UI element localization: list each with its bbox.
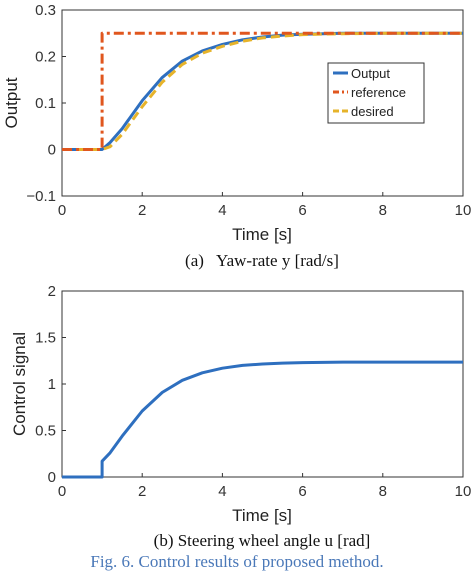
y-tick-label: 2 bbox=[48, 283, 56, 300]
y-axis-label-a: Output bbox=[2, 77, 21, 128]
series-line-desired bbox=[62, 31, 463, 151]
y-tick-label: 0 bbox=[48, 469, 56, 486]
x-tick-label: 4 bbox=[218, 483, 226, 500]
y-tick-label: 0.3 bbox=[35, 2, 56, 19]
plot-area-b bbox=[61, 290, 464, 478]
x-tick-label: 10 bbox=[455, 483, 472, 500]
y-tick-label: 0.2 bbox=[35, 49, 56, 66]
legend-label-output: Output bbox=[351, 66, 390, 81]
y-tick-label: −0.1 bbox=[26, 188, 56, 205]
x-tick-label: 0 bbox=[58, 483, 66, 500]
legend-label-reference: reference bbox=[351, 85, 406, 100]
y-tick-label: 0.5 bbox=[35, 423, 56, 440]
caption-a: (a) Yaw-rate y [rad/s] bbox=[185, 251, 339, 270]
x-tick-label: 8 bbox=[379, 483, 387, 500]
y-tick-label: 0 bbox=[48, 142, 56, 159]
series-line-control-signal bbox=[62, 360, 463, 479]
x-tick-label: 4 bbox=[218, 202, 226, 219]
y-tick-label: 1 bbox=[48, 376, 56, 393]
steering-panel: 0 0.5 1 1.5 2 0 2 4 6 8 10 Control signal Time [s… bbox=[10, 283, 471, 550]
x-ticks-b: 0 2 4 6 8 10 bbox=[58, 473, 472, 500]
x-axis-label-a: Time [s] bbox=[232, 225, 292, 244]
caption-b: (b) Steering wheel angle u [rad] bbox=[154, 531, 371, 550]
yaw-rate-panel: −0.100.10.20.3 0 2 4 6 8 10 Output Time [s] (… bbox=[2, 2, 471, 270]
x-tick-label: 6 bbox=[298, 483, 306, 500]
y-ticks-b: 0 0.5 1 1.5 2 bbox=[35, 283, 66, 486]
x-ticks-a: 0 2 4 6 8 10 bbox=[58, 192, 472, 219]
y-ticks-a: −0.1 0 0.1 0.2 0.3 bbox=[26, 2, 66, 205]
y-tick-label: 0.1 bbox=[35, 95, 56, 112]
y-tick-label: 1.5 bbox=[35, 330, 56, 347]
series-line-reference bbox=[62, 31, 463, 151]
x-tick-label: 2 bbox=[138, 202, 146, 219]
x-tick-label: 10 bbox=[455, 202, 472, 219]
series-lines-b bbox=[62, 360, 463, 479]
legend: Output reference desired bbox=[327, 62, 425, 124]
x-tick-label: 6 bbox=[298, 202, 306, 219]
x-axis-label-b: Time [s] bbox=[232, 506, 292, 525]
x-tick-label: 0 bbox=[58, 202, 66, 219]
x-tick-label: 8 bbox=[379, 202, 387, 219]
figure-caption: Fig. 6. Control results of proposed meth… bbox=[90, 552, 383, 571]
y-axis-label-b: Control signal bbox=[10, 332, 29, 436]
series-lines-a bbox=[62, 31, 463, 151]
legend-label-desired: desired bbox=[351, 104, 394, 119]
x-tick-label: 2 bbox=[138, 483, 146, 500]
